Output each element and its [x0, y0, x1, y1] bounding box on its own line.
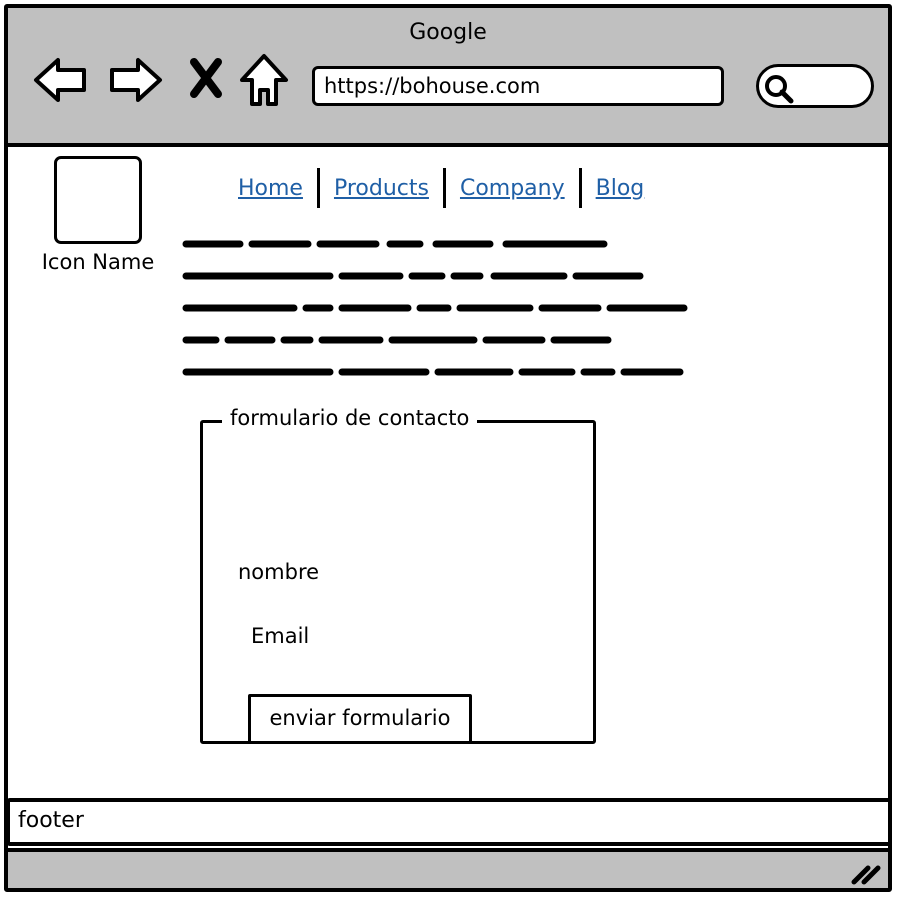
search-input[interactable] — [756, 64, 874, 108]
nav-separator — [442, 168, 446, 208]
nav-link-company[interactable]: Company — [459, 175, 565, 201]
placeholder-text-scribble — [182, 240, 688, 376]
search-icon — [765, 75, 794, 104]
status-bar — [8, 848, 888, 888]
email-label: Email — [251, 624, 310, 648]
nav-link-home[interactable]: Home — [238, 175, 303, 201]
resize-grip-icon[interactable] — [850, 860, 884, 886]
top-navigation: Home Products Company Blog — [228, 166, 654, 210]
nav-link-blog[interactable]: Blog — [595, 175, 645, 201]
logo-placeholder — [54, 156, 142, 244]
forward-arrow-icon[interactable] — [108, 52, 164, 108]
name-label: nombre — [238, 560, 320, 584]
nav-separator — [578, 168, 582, 208]
nav-link-products[interactable]: Products — [333, 175, 429, 201]
close-icon[interactable] — [178, 52, 234, 108]
back-arrow-icon[interactable] — [32, 52, 88, 108]
browser-toolbar: Google https://bohouse.com — [8, 8, 888, 147]
footer: footer — [8, 798, 888, 846]
logo-name: Icon Name — [41, 250, 155, 274]
contact-form-title: formulario de contacto — [222, 406, 478, 430]
browser-window: Google https://bohouse.com Icon Name Hom… — [4, 4, 892, 892]
submit-form-button[interactable]: enviar formulario — [248, 694, 472, 744]
window-title: Google — [409, 20, 487, 45]
home-icon[interactable] — [236, 52, 292, 108]
nav-separator — [316, 168, 320, 208]
address-bar[interactable]: https://bohouse.com — [312, 66, 724, 106]
